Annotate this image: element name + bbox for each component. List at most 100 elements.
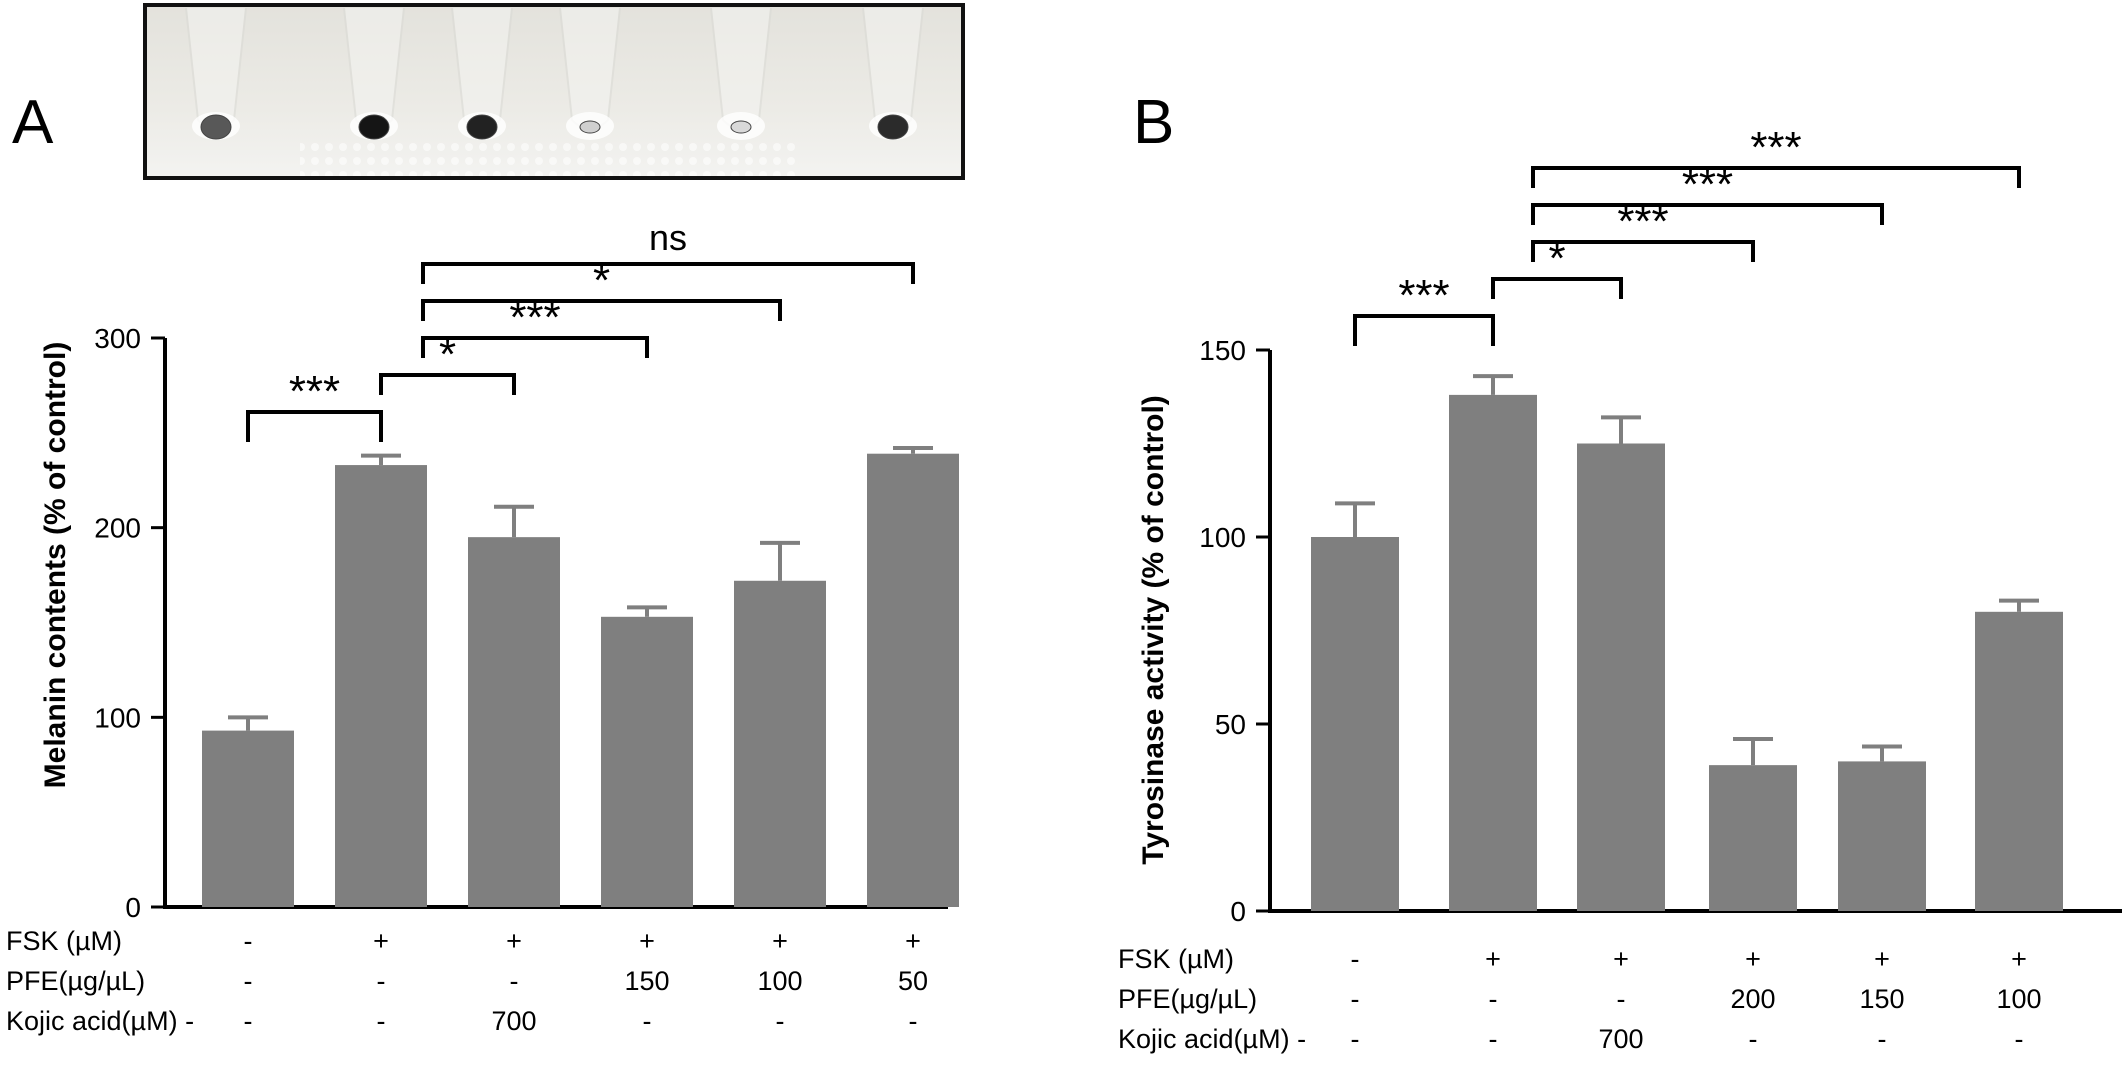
melanin-pellet (466, 114, 498, 140)
panel-a-significance: ********ns (246, 217, 915, 442)
panel-b-bars (1311, 374, 2063, 911)
treatment-value: 150 (624, 966, 669, 996)
treatment-value: - (244, 1006, 253, 1036)
y-tick-label: 0 (125, 892, 141, 923)
treatment-value: + (639, 926, 655, 956)
y-tick-label: 150 (1199, 335, 1246, 366)
treatment-value: 700 (491, 1006, 536, 1036)
y-tick-label: 0 (1230, 896, 1246, 927)
treatment-value: - (1749, 1024, 1758, 1054)
panel-a-letter: A (12, 88, 54, 157)
panel-b-letter: B (1133, 88, 1174, 157)
treatment-value: 150 (1859, 984, 1904, 1014)
treatment-value: 100 (757, 966, 802, 996)
y-tick-label: 200 (94, 513, 141, 544)
treatment-value: - (2015, 1024, 2024, 1054)
bar (601, 616, 693, 907)
treatment-value: - (377, 966, 386, 996)
treatment-value: 200 (1730, 984, 1775, 1014)
significance-bracket (421, 336, 649, 358)
treatment-value: - (1351, 984, 1360, 1014)
significance-label: * (1548, 234, 1565, 283)
panel-b-treatment-table: FSK (µM) - + + + + + PFE(µg/µL) - - - 200 150 100 Koji… (1118, 944, 2042, 1054)
treatment-value: + (905, 926, 921, 956)
treatment-value: - (1489, 984, 1498, 1014)
significance-label: * (593, 256, 610, 305)
bar (1838, 761, 1926, 911)
bar (468, 537, 560, 907)
panel-b-y-ticks: 0 50 100 150 (1199, 335, 1270, 927)
bar (867, 453, 959, 907)
treatment-value: - (1351, 1024, 1360, 1054)
treatment-value: - (776, 1006, 785, 1036)
treatment-row-label: Kojic acid(µM) - (1118, 1024, 1306, 1054)
y-tick-label: 100 (1199, 522, 1246, 553)
treatment-value: - (1489, 1024, 1498, 1054)
treatment-value: + (506, 926, 522, 956)
bar (1709, 765, 1797, 911)
treatment-value: 700 (1598, 1024, 1643, 1054)
panel-b-chart: Tyrosinase activity (% of control) 0 50 10… (1118, 123, 2122, 1054)
significance-label: * (439, 330, 456, 379)
bar (1975, 611, 2063, 911)
significance-bracket (421, 262, 915, 284)
panel-a-y-axis-label: Melanin contents (% of control) (39, 342, 72, 789)
pellet-tubes (185, 7, 924, 130)
significance-bracket (379, 373, 516, 395)
significance-label: ns (649, 217, 687, 258)
melanin-pellet (358, 114, 390, 140)
panel-a-treatment-table: FSK (µM) - + + + + + PFE(µg/µL) - - - 150 100 50 Kojic… (6, 926, 928, 1036)
bar (1577, 443, 1665, 911)
significance-bracket (1531, 203, 1884, 225)
treatment-value: + (373, 926, 389, 956)
panel-a-bars (202, 446, 959, 907)
treatment-row-label: Kojic acid(µM) - (6, 1006, 194, 1036)
treatment-value: - (1617, 984, 1626, 1014)
significance-label: *** (1750, 123, 1801, 172)
treatment-row-label: FSK (µM) (6, 926, 122, 956)
bar (202, 730, 294, 907)
treatment-value: - (244, 966, 253, 996)
significance-bracket (1353, 314, 1495, 346)
significance-bracket (246, 410, 383, 442)
treatment-value: 50 (898, 966, 928, 996)
pellet-wells (192, 112, 917, 140)
significance-label: *** (289, 367, 340, 416)
pellet-photo-texture (300, 140, 800, 176)
treatment-value: + (1485, 944, 1501, 974)
significance-bracket (421, 299, 782, 321)
treatment-row-label: FSK (µM) (1118, 944, 1234, 974)
significance-bracket (1491, 277, 1623, 299)
significance-label: *** (1398, 271, 1449, 320)
treatment-value: - (643, 1006, 652, 1036)
panel-a-y-ticks: 0 100 200 300 (94, 323, 165, 923)
treatment-value: 100 (1996, 984, 2041, 1014)
bar (734, 580, 826, 907)
melanin-pellet (579, 120, 601, 134)
treatment-value: + (1613, 944, 1629, 974)
treatment-value: + (2011, 944, 2027, 974)
melanin-pellet (200, 114, 232, 140)
treatment-value: + (1874, 944, 1890, 974)
melanin-pellet (730, 120, 752, 134)
panel-b-y-axis-label: Tyrosinase activity (% of control) (1137, 395, 1170, 865)
treatment-value: - (909, 1006, 918, 1036)
treatment-value: - (1351, 944, 1360, 974)
y-tick-label: 100 (94, 702, 141, 733)
treatment-value: - (377, 1006, 386, 1036)
bar (1311, 537, 1399, 911)
treatment-value: + (1745, 944, 1761, 974)
y-tick-label: 300 (94, 323, 141, 354)
treatment-value: - (244, 926, 253, 956)
bar (1449, 394, 1537, 911)
panel-b-significance: ************* (1353, 123, 2021, 346)
significance-bracket (1531, 166, 2021, 188)
treatment-row-label: PFE(µg/µL) (1118, 984, 1257, 1014)
y-tick-label: 50 (1215, 709, 1246, 740)
bar (335, 465, 427, 907)
significance-bracket (1531, 240, 1755, 262)
treatment-row-label: PFE(µg/µL) (6, 966, 145, 996)
panel-a-chart: Melanin contents (% of control) 0 100 200 3… (6, 217, 959, 1036)
treatment-value: + (772, 926, 788, 956)
